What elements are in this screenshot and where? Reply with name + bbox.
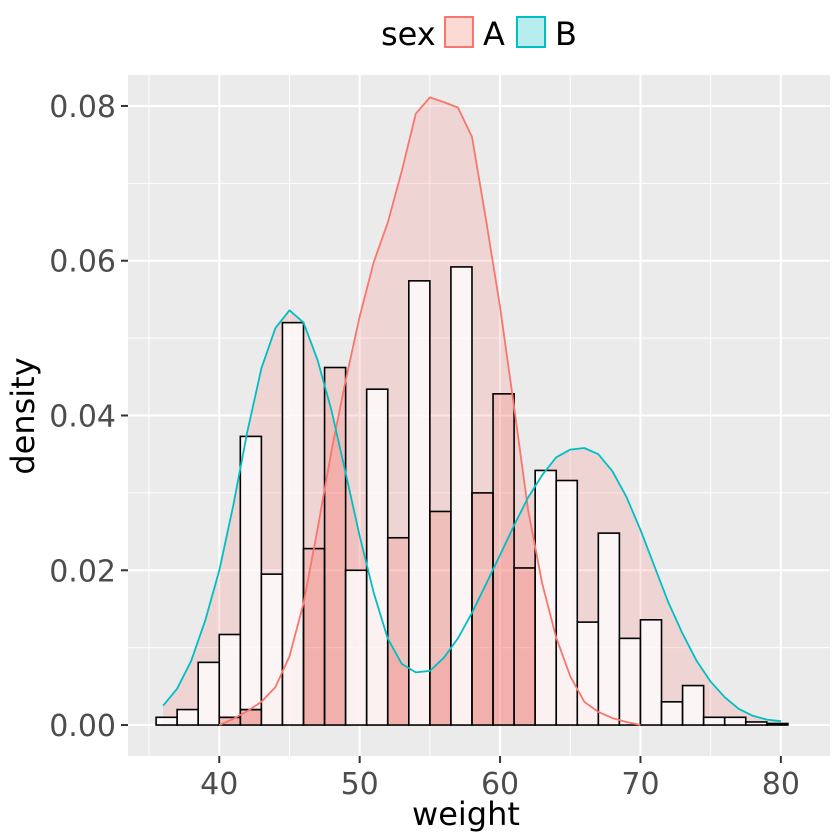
x-tick-label: 60 xyxy=(481,767,519,802)
x-tick-label: 80 xyxy=(762,767,800,802)
histogram-bar-a xyxy=(492,393,515,726)
y-tick-label: 0.08 xyxy=(49,90,116,125)
y-tick-label: 0.06 xyxy=(49,245,116,280)
legend-label-a: A xyxy=(483,15,505,53)
x-tick-label: 70 xyxy=(621,767,659,802)
histogram-bar-b xyxy=(639,618,663,726)
density-line-a xyxy=(218,96,641,726)
density-area-b xyxy=(163,310,781,725)
histogram-bar-b xyxy=(681,684,705,726)
x-tick-label: 40 xyxy=(200,767,238,802)
histogram-bar-a xyxy=(471,492,494,726)
histogram-bar-b xyxy=(344,569,368,726)
histogram-bar-b xyxy=(660,701,684,726)
histogram-bar-b xyxy=(218,633,242,719)
histogram-bar-b xyxy=(197,661,221,726)
histogram-bar-b xyxy=(407,280,431,726)
legend-key-a: A xyxy=(444,15,505,53)
legend-swatch-a xyxy=(444,16,474,48)
histogram-bar-b xyxy=(618,637,642,726)
histogram-bar-b xyxy=(702,716,726,726)
histogram-bar-b xyxy=(260,573,284,726)
histogram-bar-b xyxy=(365,388,389,726)
y-tick-label: 0.02 xyxy=(49,554,116,589)
legend-swatch-b xyxy=(516,16,546,48)
histogram-bar-b xyxy=(597,532,621,726)
histogram-bar-b xyxy=(176,708,199,726)
x-tick-label: 50 xyxy=(341,767,379,802)
y-axis: 0.00 0.02 0.04 0.06 0.08 xyxy=(49,90,128,744)
legend-label-b: B xyxy=(555,15,577,53)
legend-key-b: B xyxy=(516,15,577,53)
histogram-bar-b xyxy=(766,722,789,726)
histogram-bar-a xyxy=(513,567,536,726)
y-tick-label: 0.04 xyxy=(49,400,116,435)
density-line-b xyxy=(162,309,782,723)
x-axis-title: weight xyxy=(412,795,520,833)
grid-major xyxy=(128,75,830,756)
x-axis: 40 50 60 70 80 xyxy=(200,756,800,802)
histogram-bar-b xyxy=(744,721,768,726)
histogram-bar-b xyxy=(723,716,747,726)
histogram-bar-b xyxy=(450,266,473,726)
density-lines xyxy=(162,96,782,726)
histogram-bar-b xyxy=(555,479,579,726)
histogram-bar-a xyxy=(323,366,347,726)
y-tick-label: 0.00 xyxy=(49,709,116,744)
histogram-bar-a xyxy=(429,510,452,726)
histogram-bar-b xyxy=(239,435,263,711)
histogram-bar-a xyxy=(239,708,263,726)
legend: sex A B xyxy=(381,15,577,53)
y-axis-title: density xyxy=(4,357,42,474)
legend-title: sex xyxy=(381,15,436,53)
histogram-bar-a xyxy=(386,536,410,726)
histogram-bars xyxy=(155,266,789,726)
histogram-bar-b xyxy=(155,716,178,726)
histogram-bar-a xyxy=(302,547,326,726)
